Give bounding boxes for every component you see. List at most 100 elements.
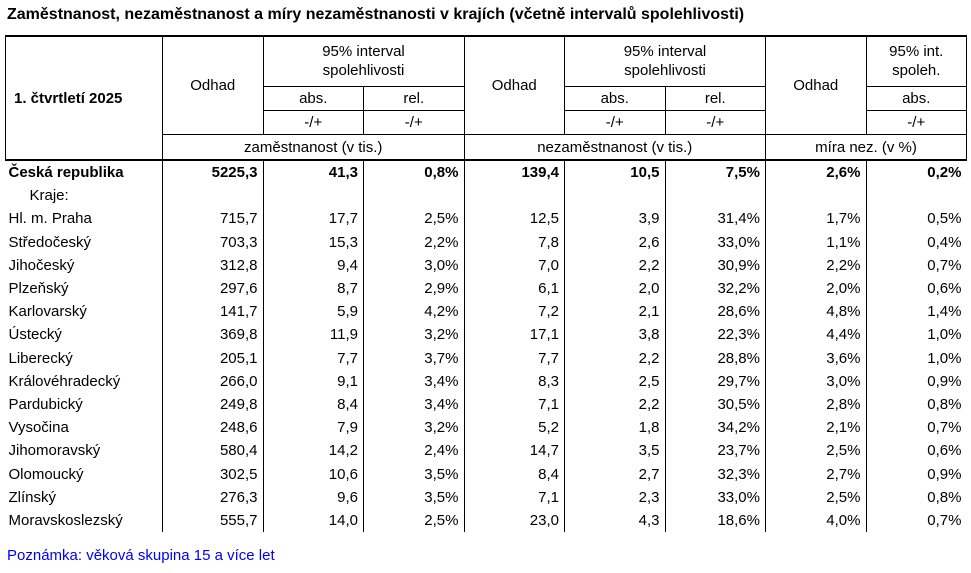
value-cell: 2,5 — [564, 369, 665, 393]
value-cell: 23,7% — [664, 439, 766, 463]
value-cell: 33,0% — [664, 485, 766, 509]
value-cell: 3,4% — [363, 392, 464, 417]
region-label: Zlínský — [8, 488, 57, 506]
value-cell: 4,4% — [765, 323, 866, 347]
interval-header-employment: 95% interval spolehlivosti — [262, 35, 465, 87]
table-row: Moravskoslezský 555,7 14,0 2,5% 23,0 4,3 18,6%… — [6, 508, 967, 532]
value-cell: 297,6 — [162, 276, 263, 301]
table-row: Česká republika 5225,3 41,3 0,8% 139,4 10,5 7,… — [6, 160, 967, 185]
rel-header: rel. — [664, 86, 766, 111]
value-cell: 2,0 — [564, 276, 665, 301]
value-cell: 4,3 — [564, 508, 665, 532]
table-header: 1. čtvrtletí 2025 Odhad 95% interval spo… — [5, 35, 967, 161]
value-cell: 1,4% — [865, 300, 967, 324]
value-cell: 30,9% — [664, 253, 766, 277]
value-cell: 266,0 — [162, 369, 263, 393]
value-cell: 8,4 — [262, 392, 364, 417]
value-cell — [363, 184, 464, 208]
table-row: Vysočina 248,6 7,9 3,2% 5,2 1,8 34,2% 2,1% 0,7% — [6, 416, 967, 440]
value-cell: 1,7% — [765, 207, 866, 231]
value-cell: 14,7 — [463, 439, 565, 463]
measure-header-rate: míra nez. (v %) — [765, 134, 967, 161]
value-cell: 2,6% — [765, 160, 866, 185]
region-label: Karlovarský — [8, 303, 87, 321]
value-cell: 7,1 — [463, 485, 565, 509]
value-cell: 3,5% — [363, 462, 464, 486]
value-cell: 3,4% — [363, 369, 464, 393]
value-cell: 8,4 — [463, 462, 565, 486]
value-cell: 2,2 — [564, 346, 665, 370]
value-cell — [664, 184, 766, 208]
abs-header: abs. — [564, 86, 666, 111]
value-cell: 1,8 — [564, 416, 665, 440]
value-cell: 2,1 — [564, 300, 665, 324]
value-cell: 0,7% — [865, 253, 967, 277]
region-label: Kraje: — [29, 187, 69, 205]
value-cell: 2,0% — [765, 276, 866, 301]
pm-header: -/+ — [664, 110, 766, 135]
abs-header: abs. — [865, 86, 967, 111]
value-cell: 302,5 — [162, 462, 263, 486]
table-row: Jihomoravský 580,4 14,2 2,4% 14,7 3,5 23,7% 2,5… — [6, 439, 967, 463]
value-cell: 23,0 — [463, 508, 565, 532]
value-cell: 2,5% — [363, 207, 464, 231]
table-row: Liberecký 205,1 7,7 3,7% 7,7 2,2 28,8% 3,6% 1,0% — [6, 346, 967, 370]
value-cell: 7,2 — [463, 300, 565, 324]
pm-header: -/+ — [564, 110, 666, 135]
value-cell: 249,8 — [162, 392, 263, 417]
value-cell — [865, 184, 967, 208]
table-row: Středočeský 703,3 15,3 2,2% 7,8 2,6 33,0% 1,1% 0… — [6, 230, 967, 254]
abs-header: abs. — [262, 86, 364, 111]
value-cell: 369,8 — [162, 323, 263, 347]
table-row: Olomoucký 302,5 10,6 3,5% 8,4 2,7 32,3% 2,7% 0,9… — [6, 462, 967, 486]
value-cell: 7,5% — [664, 160, 766, 185]
value-cell: 5,2 — [463, 416, 565, 440]
region-label: Moravskoslezský — [8, 511, 123, 529]
value-cell: 2,6 — [564, 230, 665, 254]
value-cell: 3,8 — [564, 323, 665, 347]
region-label: Liberecký — [8, 349, 73, 367]
region-label: Hl. m. Praha — [8, 210, 92, 228]
region-label: Královéhradecký — [8, 372, 121, 390]
value-cell: 1,1% — [765, 230, 866, 254]
interval-header-text: 95% int. spoleh. — [889, 42, 944, 79]
value-cell: 3,0% — [363, 253, 464, 277]
region-label: Olomoucký — [8, 465, 84, 483]
value-cell: 11,9 — [262, 323, 364, 347]
rel-header: rel. — [363, 86, 465, 111]
value-cell: 139,4 — [463, 160, 565, 185]
value-cell: 3,7% — [363, 346, 464, 370]
value-cell: 33,0% — [664, 230, 766, 254]
table-body: Česká republika 5225,3 41,3 0,8% 139,4 10,5 7,… — [6, 160, 967, 532]
value-cell: 7,0 — [463, 253, 565, 277]
estimate-header-rate: Odhad — [765, 35, 867, 135]
value-cell: 14,2 — [262, 439, 364, 463]
value-cell: 0,6% — [865, 439, 967, 463]
value-cell: 0,7% — [865, 508, 967, 532]
value-cell: 30,5% — [664, 392, 766, 417]
value-cell: 2,7% — [765, 462, 866, 486]
value-cell: 9,6 — [262, 485, 364, 509]
value-cell: 3,5 — [564, 439, 665, 463]
value-cell: 14,0 — [262, 508, 364, 532]
value-cell: 7,7 — [463, 346, 565, 370]
value-cell: 2,5% — [765, 485, 866, 509]
value-cell: 2,9% — [363, 276, 464, 301]
footnote: Poznámka: věková skupina 15 a více let — [7, 547, 275, 564]
value-cell: 6,1 — [463, 276, 565, 301]
value-cell: 2,5% — [765, 439, 866, 463]
value-cell: 4,8% — [765, 300, 866, 324]
measure-header-employment: zaměstnanost (v tis.) — [162, 134, 465, 161]
value-cell: 0,8% — [363, 160, 464, 185]
region-label: Jihomoravský — [8, 442, 101, 460]
region-label: Plzeňský — [8, 280, 69, 298]
value-cell: 10,6 — [262, 462, 364, 486]
value-cell — [765, 184, 866, 208]
value-cell: 0,5% — [865, 207, 967, 231]
value-cell: 580,4 — [162, 439, 263, 463]
value-cell: 1,0% — [865, 323, 967, 347]
value-cell: 2,1% — [765, 416, 866, 440]
region-label: Vysočina — [8, 419, 69, 437]
region-label: Česká republika — [8, 164, 124, 182]
value-cell: 8,3 — [463, 369, 565, 393]
